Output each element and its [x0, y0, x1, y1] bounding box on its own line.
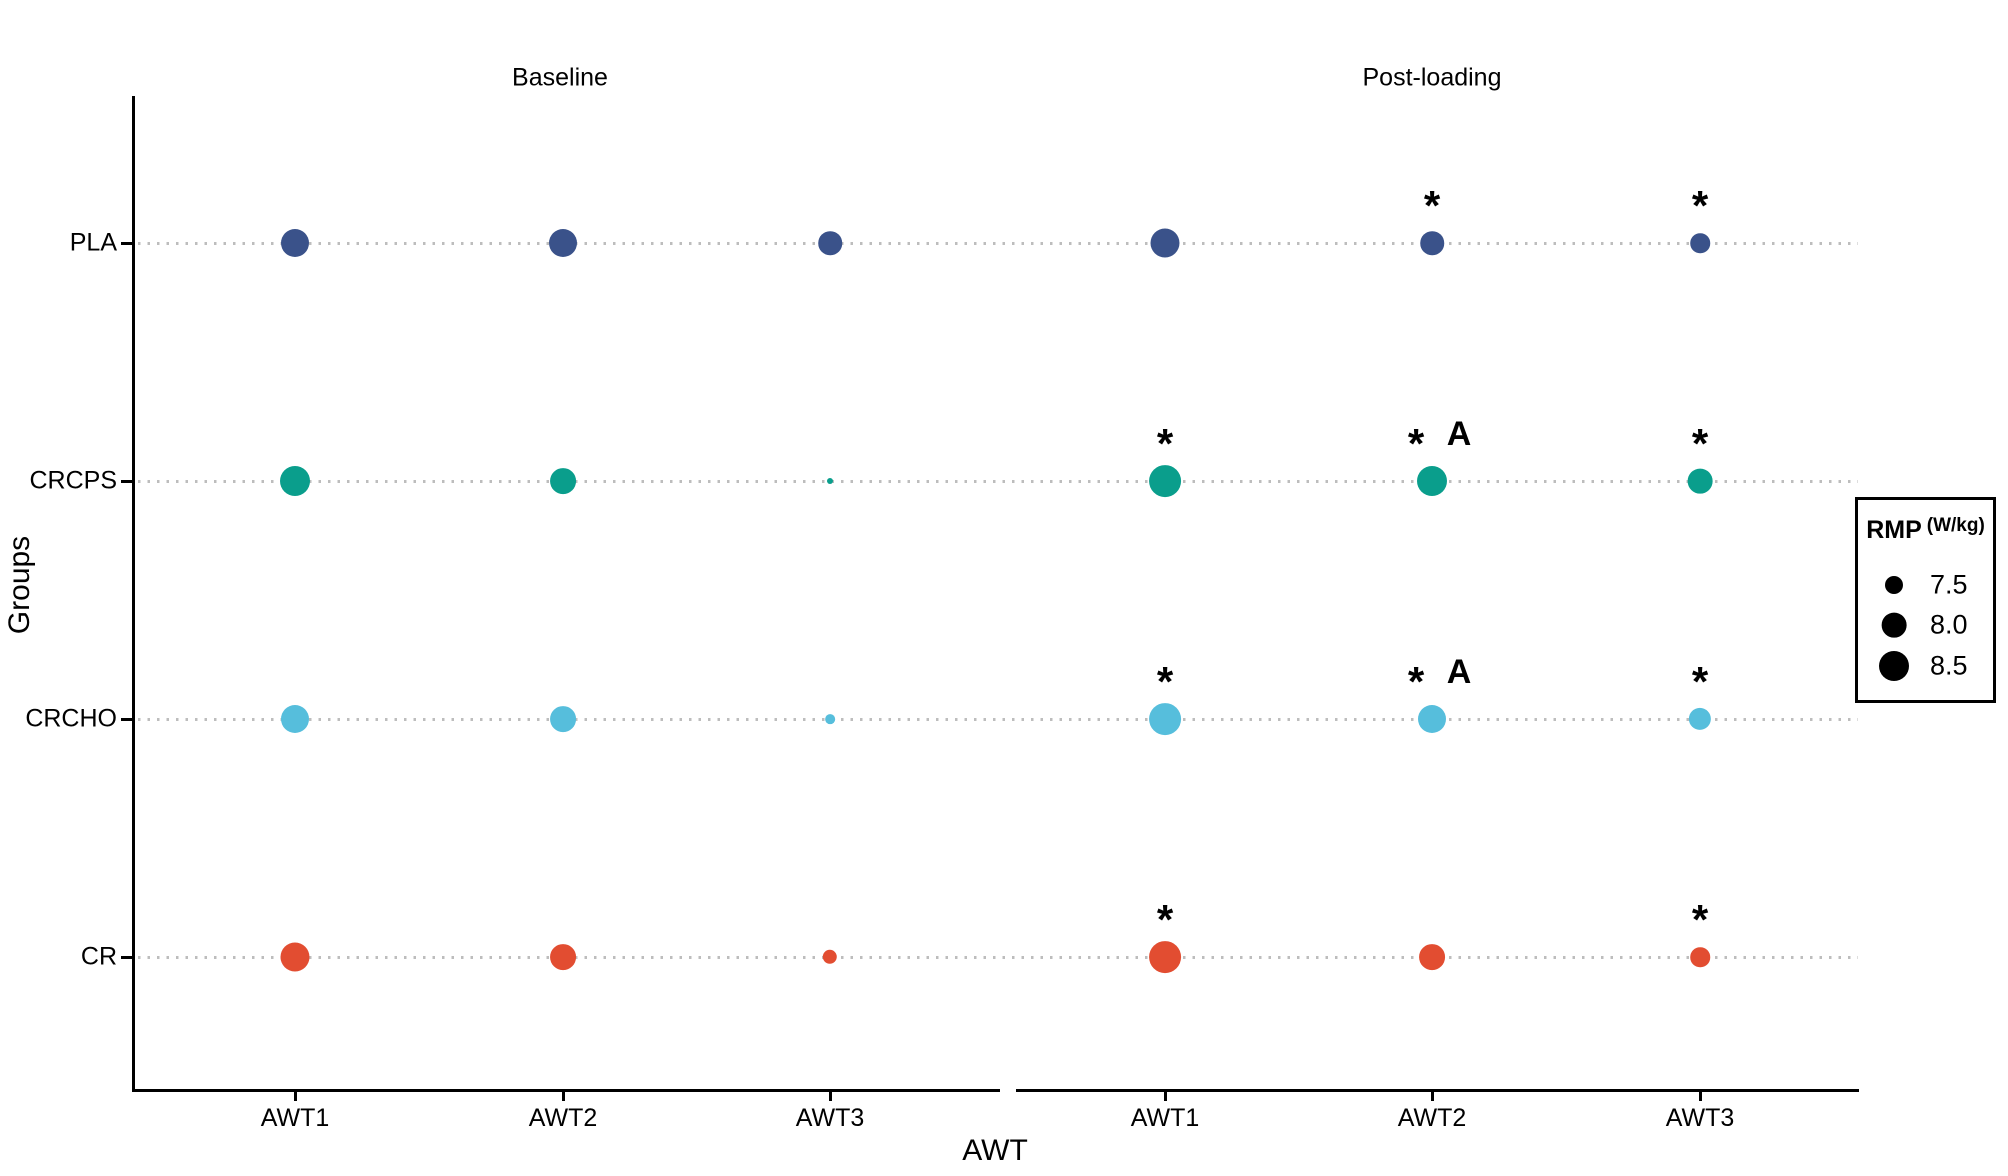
dot-baseline-cr-awt2: [550, 944, 576, 970]
dot-post-loading-pla-awt3: [1690, 233, 1710, 253]
dot-post-loading-crcho-awt1: [1149, 703, 1181, 735]
legend-size-dot: [1885, 576, 1903, 594]
dot-baseline-pla-awt1: [281, 229, 309, 257]
dot-baseline-pla-awt3: [818, 231, 842, 255]
dot-baseline-crcps-awt3: [827, 478, 833, 484]
y-axis-title: Groups: [3, 535, 36, 635]
y-axis-tick: [121, 955, 133, 959]
dot-post-loading-cr-awt2: [1419, 944, 1445, 970]
dot-baseline-cr-awt3: [822, 949, 838, 965]
x-axis-tick: [561, 1089, 565, 1101]
legend-size-dot: [1879, 651, 1909, 681]
dot-post-loading-crcps-awt1: [1149, 465, 1181, 497]
dot-baseline-crcps-awt2: [550, 468, 576, 494]
dot-baseline-crcho-awt2: [550, 706, 576, 732]
significance-star: *: [1156, 896, 1174, 943]
x-axis-tick-label: AWT2: [1397, 1104, 1467, 1132]
dot-baseline-crcho-awt3: [825, 714, 835, 724]
facet-title-post-loading: Post-loading: [1362, 63, 1502, 92]
significance-letter-a: A: [1446, 415, 1472, 453]
dot-post-loading-crcho-awt2: [1418, 705, 1446, 733]
significance-star: *: [1691, 658, 1709, 705]
dot-baseline-crcps-awt1: [280, 466, 310, 496]
x-axis-tick: [1698, 1089, 1702, 1101]
dot-baseline-cr-awt1: [280, 942, 310, 972]
x-axis-line-post-loading: [1016, 1089, 1859, 1092]
size-legend: RMP (W/kg) 7.5 8.0 8.5: [1855, 497, 1996, 703]
dot-baseline-crcho-awt1: [281, 705, 309, 733]
x-axis-tick: [828, 1089, 832, 1101]
row-gridline: [138, 241, 1858, 245]
y-axis-label-pla: PLA: [69, 228, 117, 257]
y-axis-tick: [121, 479, 133, 483]
x-axis-line-baseline: [132, 1089, 1000, 1092]
row-gridline: [138, 479, 1858, 483]
y-axis-label-crcps: CRCPS: [29, 466, 117, 495]
y-axis-line: [132, 96, 135, 1092]
y-axis-tick: [121, 241, 133, 245]
dot-post-loading-cr-awt1: [1149, 941, 1181, 973]
legend-size-label: 8.5: [1930, 650, 1968, 681]
x-axis-tick-label: AWT3: [1665, 1104, 1735, 1132]
facet-title-baseline: Baseline: [512, 63, 608, 92]
x-axis-tick-label: AWT1: [260, 1104, 330, 1132]
x-axis-tick: [1163, 1089, 1167, 1101]
y-axis-label-crcho: CRCHO: [25, 704, 117, 733]
x-axis-tick-label: AWT2: [528, 1104, 598, 1132]
dot-post-loading-pla-awt2: [1420, 231, 1444, 255]
significance-star: *: [1156, 420, 1174, 467]
x-axis-title: AWT: [962, 1134, 1028, 1167]
dot-post-loading-crcho-awt3: [1688, 707, 1712, 731]
legend-title-text: RMP: [1866, 516, 1922, 544]
x-axis-tick-label: AWT3: [795, 1104, 865, 1132]
x-axis-tick: [1430, 1089, 1434, 1101]
legend-title-unit: (W/kg): [1926, 515, 1985, 536]
dot-post-loading-crcps-awt2: [1417, 466, 1447, 496]
dot-post-loading-cr-awt3: [1690, 947, 1710, 967]
dot-baseline-pla-awt2: [549, 229, 577, 257]
significance-star: *: [1691, 182, 1709, 229]
significance-star: *: [1407, 420, 1425, 467]
x-axis-tick-label: AWT1: [1130, 1104, 1200, 1132]
significance-star: *: [1691, 420, 1709, 467]
y-axis-label-cr: CR: [80, 942, 117, 971]
row-gridline: [138, 717, 1858, 721]
row-gridline: [138, 955, 1858, 959]
dot-post-loading-pla-awt1: [1150, 228, 1180, 258]
legend-title: RMP (W/kg): [1858, 515, 1993, 545]
significance-star: *: [1407, 658, 1425, 705]
legend-size-label: 8.0: [1930, 609, 1968, 640]
significance-letter-a: A: [1446, 653, 1472, 691]
legend-size-label: 7.5: [1930, 569, 1968, 600]
dot-post-loading-crcps-awt3: [1687, 468, 1713, 494]
x-axis-tick: [293, 1089, 297, 1101]
significance-star: *: [1156, 658, 1174, 705]
y-axis-tick: [121, 717, 133, 721]
legend-size-dot: [1881, 612, 1907, 638]
significance-star: *: [1423, 182, 1441, 229]
significance-star: *: [1691, 896, 1709, 943]
